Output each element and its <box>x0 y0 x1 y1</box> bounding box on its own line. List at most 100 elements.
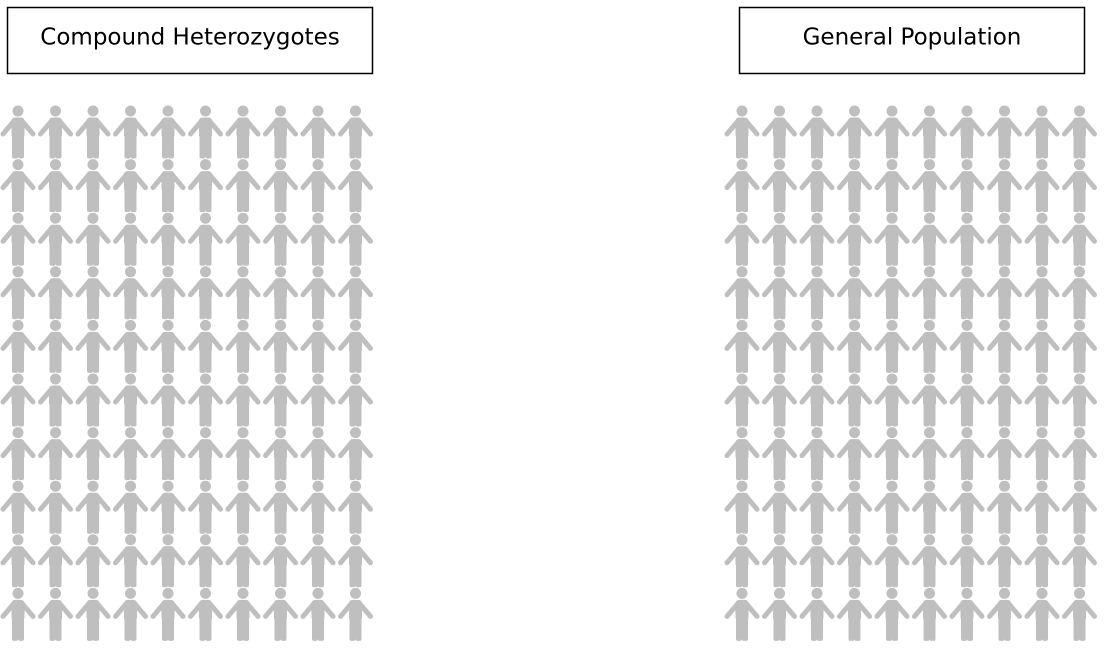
person-icon <box>78 267 108 319</box>
person-icon <box>915 374 945 426</box>
person-icon <box>341 267 371 319</box>
person-icon <box>191 213 221 265</box>
person-icon <box>303 267 333 319</box>
person-icon <box>990 160 1020 212</box>
person-icon <box>877 428 907 480</box>
person-icon <box>266 213 296 265</box>
person-icon <box>153 481 183 533</box>
person-icon <box>303 588 333 640</box>
person-icon <box>952 267 982 319</box>
person-icon <box>341 213 371 265</box>
person-icon <box>3 588 33 640</box>
person-icon <box>915 428 945 480</box>
person-icon <box>341 481 371 533</box>
person-icon <box>1065 588 1095 640</box>
person-icon <box>802 428 832 480</box>
person-icon <box>840 481 870 533</box>
person-icon <box>266 106 296 158</box>
person-icon <box>303 481 333 533</box>
person-icon <box>765 588 795 640</box>
person-icon <box>1065 428 1095 480</box>
person-icon <box>877 106 907 158</box>
person-icon <box>341 374 371 426</box>
person-icon <box>952 160 982 212</box>
person-icon <box>41 106 71 158</box>
person-icon <box>3 106 33 158</box>
person-icon <box>765 428 795 480</box>
person-icon <box>303 374 333 426</box>
person-icon <box>877 267 907 319</box>
person-icon <box>153 160 183 212</box>
person-icon <box>303 106 333 158</box>
person-icon <box>990 374 1020 426</box>
person-icon <box>765 481 795 533</box>
person-icon <box>840 428 870 480</box>
person-icon <box>153 320 183 372</box>
person-icon <box>3 535 33 587</box>
person-icon <box>952 213 982 265</box>
person-icon <box>802 320 832 372</box>
person-icon <box>727 160 757 212</box>
person-icon <box>765 374 795 426</box>
person-icon <box>303 160 333 212</box>
person-icon <box>765 106 795 158</box>
person-icon <box>341 535 371 587</box>
person-icon <box>915 213 945 265</box>
person-icon <box>191 481 221 533</box>
person-icon <box>41 481 71 533</box>
person-icon <box>266 320 296 372</box>
person-icon <box>116 481 146 533</box>
person-icon <box>116 213 146 265</box>
person-icon <box>727 320 757 372</box>
person-icon <box>990 213 1020 265</box>
title-box <box>6 6 374 75</box>
person-icon <box>228 535 258 587</box>
person-icon <box>952 374 982 426</box>
person-icon <box>303 213 333 265</box>
person-icon <box>840 535 870 587</box>
person-icon <box>116 588 146 640</box>
person-icon <box>727 374 757 426</box>
person-icon <box>266 267 296 319</box>
person-icon <box>153 374 183 426</box>
person-icon <box>153 428 183 480</box>
person-icon <box>3 267 33 319</box>
person-icon <box>116 320 146 372</box>
person-icon <box>78 588 108 640</box>
person-icon <box>3 213 33 265</box>
person-icon <box>266 481 296 533</box>
person-icon <box>1065 213 1095 265</box>
person-icon <box>877 588 907 640</box>
person-icon <box>228 213 258 265</box>
person-icon <box>41 267 71 319</box>
person-icon <box>952 588 982 640</box>
person-icon <box>877 374 907 426</box>
person-icon <box>41 213 71 265</box>
person-icon <box>840 267 870 319</box>
person-icon <box>802 267 832 319</box>
person-icon <box>727 428 757 480</box>
person-icon <box>41 374 71 426</box>
person-icon <box>727 481 757 533</box>
person-icon <box>1027 320 1057 372</box>
person-icon <box>877 160 907 212</box>
person-icon <box>1027 428 1057 480</box>
person-icon <box>952 320 982 372</box>
person-icon <box>915 588 945 640</box>
person-icon <box>116 535 146 587</box>
person-icon <box>1065 267 1095 319</box>
person-icon <box>765 213 795 265</box>
person-icon <box>1065 106 1095 158</box>
person-icon <box>78 106 108 158</box>
person-icon <box>191 106 221 158</box>
person-icon <box>802 374 832 426</box>
person-icon <box>990 320 1020 372</box>
person-icon <box>1027 588 1057 640</box>
person-icon <box>765 267 795 319</box>
person-icon <box>1065 535 1095 587</box>
person-icon <box>1065 160 1095 212</box>
person-icon <box>153 106 183 158</box>
person-icon <box>153 213 183 265</box>
person-icon <box>3 481 33 533</box>
person-icon <box>802 535 832 587</box>
